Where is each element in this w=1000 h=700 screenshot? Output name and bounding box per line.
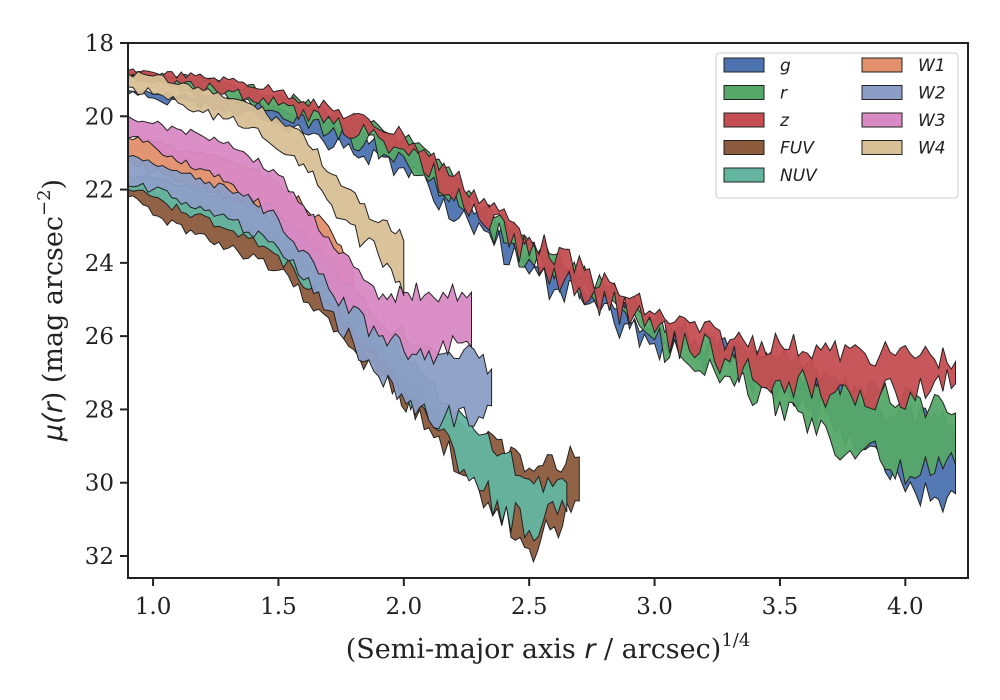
legend: grz FUV NUV W1 W2 W3 W4 (715, 52, 959, 199)
x-axis-label: (Semi-major axis r / arcsec)1/4 (346, 630, 751, 665)
y-tick-label: 28 (85, 397, 114, 423)
band-w3 (127, 115, 472, 366)
legend-label-w3: W3 (918, 111, 946, 131)
legend-swatch-r (723, 85, 765, 100)
y-axis-label: μ(r) (mag arcsec−2) (34, 179, 69, 442)
y-tick-label: 30 (85, 471, 114, 497)
legend-swatch-w1 (861, 57, 903, 73)
band-z (127, 68, 956, 411)
y-tick-label: 24 (85, 251, 114, 277)
y-tick-label: 26 (85, 324, 114, 350)
legend-label-w4: W4 (918, 139, 946, 159)
legend-swatch-w4 (861, 140, 903, 155)
legend-label-w1: W1 (918, 56, 946, 76)
x-tick-label: 3.0 (636, 594, 673, 620)
legend-label-nuv: NUV (780, 166, 818, 186)
band-r (127, 70, 956, 486)
bands-layer (127, 68, 956, 564)
y-tick-label: 22 (85, 178, 114, 204)
plot-frame (127, 42, 969, 579)
x-tick-label: 3.5 (762, 594, 799, 620)
x-tick-label: 1.5 (260, 594, 297, 620)
x-tick-label: 1.0 (135, 594, 172, 620)
legend-label-fuv: FUV (780, 139, 815, 159)
y-tick-label: 18 (85, 31, 114, 57)
y-tick-label: 32 (85, 544, 114, 570)
legend-swatch-g (723, 57, 765, 73)
x-tick-label: 2.0 (386, 594, 423, 620)
x-tick-label: 2.5 (511, 594, 548, 620)
legend-label-z: z (779, 111, 790, 131)
legend-label-w2: W2 (918, 84, 946, 104)
legend-swatch-nuv (723, 167, 765, 183)
legend-swatch-w3 (861, 112, 903, 128)
legend-swatch-z (723, 112, 765, 128)
legend-swatch-w2 (861, 85, 903, 100)
legend-label-r: r (780, 84, 788, 104)
x-tick-label: 4.0 (887, 594, 924, 620)
ticks-layer: 1.0 1.5 2.0 2.5 3.0 3.5 4.0 18 20 22 24 26 28 30 32 (85, 31, 924, 620)
y-tick-label: 20 (85, 104, 114, 130)
legend-swatch-fuv (723, 140, 765, 155)
legend-label-g: g (780, 56, 791, 76)
band-w4 (127, 70, 405, 296)
